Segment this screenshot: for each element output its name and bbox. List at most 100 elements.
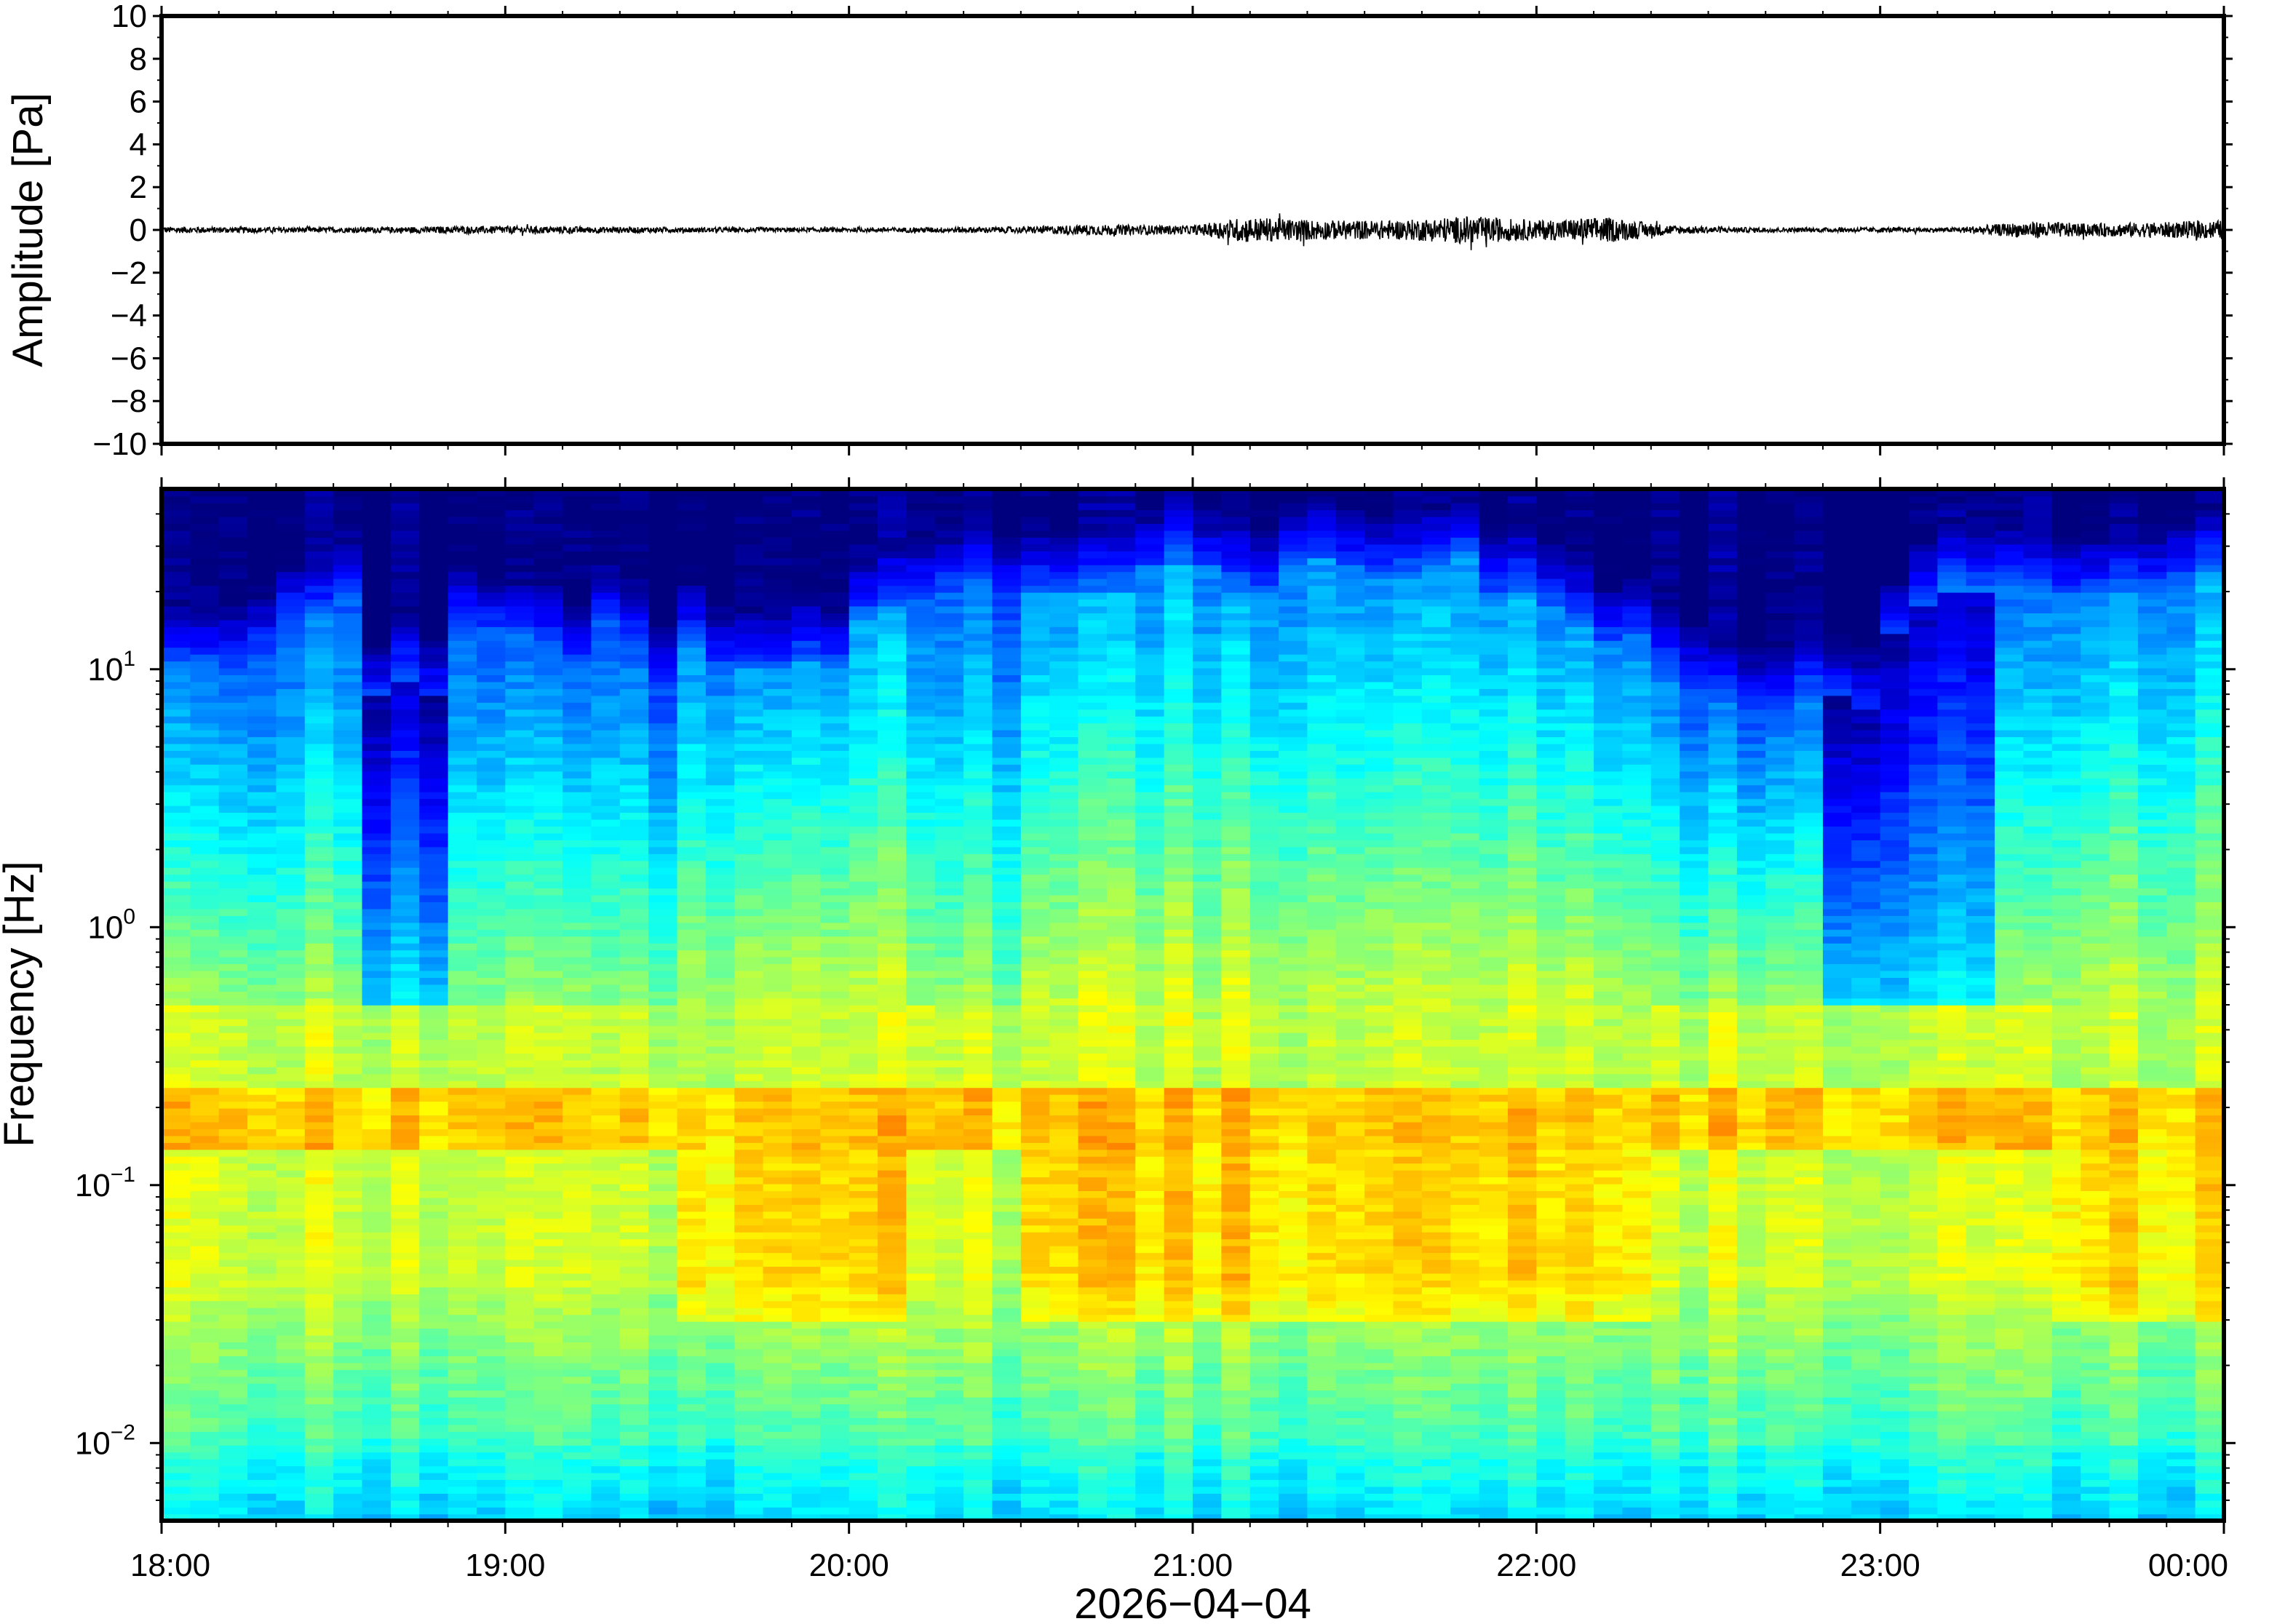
- spectrogram-cell: [533, 702, 563, 710]
- spectrogram-cell: [820, 1472, 850, 1481]
- spectrogram-cell: [190, 1225, 220, 1233]
- spectrogram-cell: [1049, 1149, 1079, 1157]
- spectrogram-cell: [934, 530, 964, 538]
- spectrogram-cell: [304, 709, 334, 717]
- spectrogram-cell: [677, 908, 707, 916]
- spectrogram-cell: [1049, 1011, 1079, 1019]
- spectrogram-cell: [849, 771, 878, 779]
- spectrogram-cell: [705, 688, 736, 696]
- spectrogram-cell: [791, 544, 822, 552]
- spectrogram-cell: [791, 1190, 822, 1198]
- spectrogram-cell: [734, 942, 764, 951]
- spectrogram-cell: [276, 1259, 306, 1267]
- spectrogram-cell: [304, 1073, 334, 1081]
- spectrogram-cell: [1049, 736, 1079, 744]
- spectrogram-cell: [791, 908, 822, 916]
- spectrogram-cell: [304, 1424, 334, 1432]
- spectrogram-cell: [218, 1424, 248, 1432]
- spectrogram-cell: [677, 613, 707, 621]
- spectrogram-cell: [878, 970, 907, 978]
- spectrogram-cell: [648, 791, 678, 800]
- spectrogram-cell: [934, 874, 964, 882]
- spectrogram-cell: [992, 619, 1022, 627]
- spectrogram-cell: [218, 805, 248, 813]
- spectrogram-cell: [218, 647, 248, 655]
- spectrogram-cell: [878, 1507, 907, 1515]
- spectrogram-cell: [533, 771, 563, 779]
- spectrogram-cell: [362, 984, 392, 992]
- spectrogram-cell: [820, 509, 850, 517]
- spectrogram-cell: [1049, 592, 1079, 600]
- spectrogram-cell: [820, 819, 850, 827]
- spectrogram-cell: [247, 956, 277, 965]
- spectrogram-cell: [362, 1438, 392, 1446]
- spectrogram-cell: [963, 626, 993, 634]
- spectrogram-cell: [333, 537, 363, 545]
- spectrogram-cell: [419, 709, 449, 717]
- spectrogram-cell: [705, 1424, 736, 1432]
- spectrogram-cell: [333, 1286, 363, 1294]
- spectrogram-cell: [820, 674, 850, 682]
- spectrogram-cell: [963, 771, 993, 779]
- spectrogram-cell: [763, 936, 792, 944]
- spectrogram-cell: [362, 1369, 392, 1377]
- spectrogram-cell: [734, 778, 764, 786]
- spectrogram-cell: [734, 1163, 764, 1171]
- spectrogram-cell: [849, 1417, 878, 1425]
- spectrogram-cell: [705, 901, 736, 909]
- spectrogram-cell: [390, 991, 421, 999]
- spectrogram-cell: [505, 1307, 535, 1315]
- spectrogram-cell: [763, 619, 792, 627]
- spectrogram-cell: [619, 840, 649, 848]
- spectrogram-cell: [878, 1307, 907, 1315]
- spectrogram-cell: [734, 1493, 764, 1501]
- spectrogram-cell: [820, 860, 850, 868]
- spectrogram-cell: [162, 1314, 191, 1322]
- spectrogram-cell: [533, 1445, 563, 1453]
- spectrogram-cell: [849, 1211, 878, 1219]
- spectrogram-cell: [218, 936, 248, 944]
- spectrogram-cell: [190, 1438, 220, 1446]
- spectrogram-cell: [190, 1472, 220, 1481]
- spectrogram-cell: [448, 757, 477, 765]
- spectrogram-cell: [619, 963, 649, 971]
- spectrogram-cell: [390, 1231, 421, 1240]
- spectrogram-cell: [963, 1225, 993, 1233]
- spectrogram-cell: [218, 530, 248, 538]
- spectrogram-cell: [963, 1087, 993, 1095]
- spectrogram-cell: [304, 551, 334, 559]
- spectrogram-cell: [591, 1135, 621, 1143]
- spectrogram-cell: [1049, 791, 1079, 800]
- spectrogram-cell: [963, 977, 993, 985]
- spectrogram-cell: [734, 736, 764, 744]
- spectrogram-cell: [1020, 1025, 1050, 1033]
- spectrogram-cell: [505, 1259, 535, 1267]
- spectrogram-cell: [448, 1101, 477, 1109]
- spectrogram-cell: [734, 1334, 764, 1343]
- spectrogram-cell: [849, 963, 878, 971]
- spectrogram-cell: [533, 1204, 563, 1212]
- spectrogram-cell: [963, 1155, 993, 1164]
- spectrogram-cell: [563, 640, 592, 648]
- spectrogram-cell: [333, 991, 363, 999]
- spectrogram-cell: [390, 1348, 421, 1356]
- spectrogram-cell: [791, 516, 822, 525]
- spectrogram-cell: [992, 888, 1022, 896]
- spectrogram-cell: [190, 805, 220, 813]
- spectrogram-cell: [304, 942, 334, 951]
- spectrogram-cell: [448, 1135, 477, 1143]
- spectrogram-cell: [448, 1129, 477, 1137]
- spectrogram-cell: [677, 812, 707, 820]
- spectrogram-cell: [906, 1142, 936, 1150]
- spectrogram-cell: [505, 1507, 535, 1515]
- spectrogram-cell: [734, 1472, 764, 1481]
- spectrogram-cell: [763, 1348, 792, 1356]
- spectrogram-cell: [734, 1032, 764, 1040]
- spectrogram-cell: [734, 1115, 764, 1123]
- spectrogram-cell: [763, 1169, 792, 1178]
- spectrogram-cell: [763, 826, 792, 834]
- spectrogram-cell: [705, 1513, 736, 1521]
- spectrogram-cell: [390, 1005, 421, 1013]
- spectrogram-cell: [591, 977, 621, 985]
- spectrogram-cell: [162, 1046, 191, 1054]
